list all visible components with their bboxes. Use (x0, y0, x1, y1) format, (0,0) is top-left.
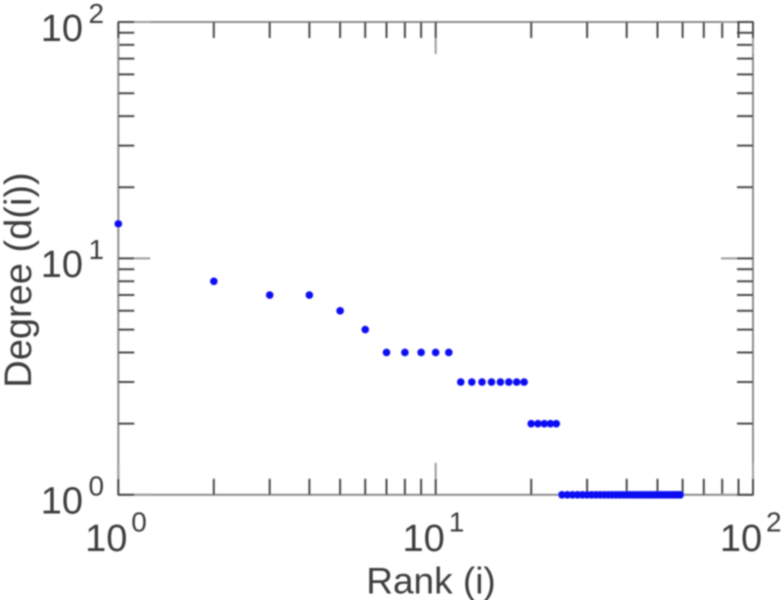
svg-text:10: 10 (720, 518, 762, 560)
svg-text:Degree (d(i)): Degree (d(i)) (0, 172, 40, 387)
svg-text:10: 10 (41, 8, 83, 50)
svg-text:0: 0 (89, 471, 105, 502)
svg-text:0: 0 (131, 507, 147, 538)
svg-text:2: 2 (89, 0, 105, 29)
svg-text:10: 10 (403, 518, 445, 560)
svg-text:Rank (i): Rank (i) (366, 560, 496, 600)
svg-text:1: 1 (89, 234, 105, 265)
svg-text:10: 10 (41, 481, 83, 523)
svg-text:10: 10 (41, 244, 83, 286)
svg-text:1: 1 (449, 507, 465, 538)
svg-text:2: 2 (766, 507, 782, 538)
svg-text:10: 10 (85, 518, 127, 560)
